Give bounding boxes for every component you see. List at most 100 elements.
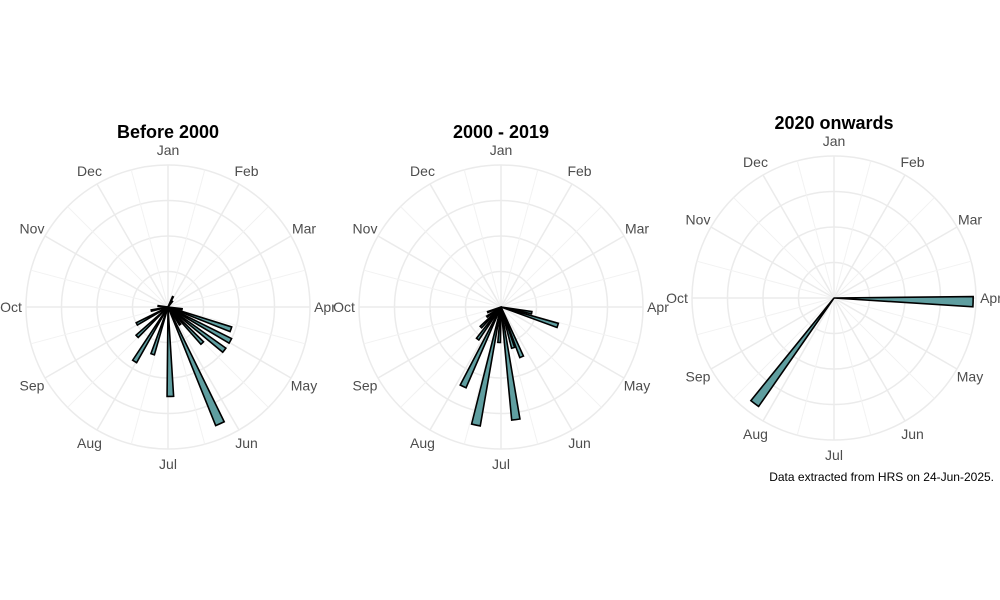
grid-spoke bbox=[96, 183, 169, 308]
grid-minor-spoke bbox=[400, 206, 502, 308]
month-label-nov: Nov bbox=[686, 212, 711, 228]
grid-minor-spoke bbox=[733, 297, 835, 399]
grid-minor-spoke bbox=[733, 197, 835, 299]
bar-wedge bbox=[500, 306, 560, 329]
bar-wedge bbox=[135, 306, 169, 327]
month-label-feb: Feb bbox=[900, 154, 924, 170]
bar-wedge bbox=[486, 306, 502, 314]
bar-wedge bbox=[459, 306, 502, 389]
bar-wedge bbox=[833, 295, 974, 308]
grid-minor-spoke bbox=[833, 197, 935, 299]
grid-minor-spoke bbox=[796, 297, 835, 436]
month-label-feb: Feb bbox=[234, 163, 258, 179]
grid-spoke bbox=[833, 297, 958, 370]
month-label-aug: Aug bbox=[77, 435, 102, 451]
panel-title: 2000 - 2019 bbox=[453, 122, 549, 142]
grid-spoke bbox=[167, 235, 292, 308]
bar-wedge bbox=[500, 306, 525, 359]
month-label-may: May bbox=[957, 369, 983, 385]
grid-minor-spoke bbox=[500, 306, 602, 408]
bar-wedge bbox=[167, 306, 227, 354]
month-label-aug: Aug bbox=[743, 426, 768, 442]
grid-spoke bbox=[833, 297, 906, 422]
month-label-sep: Sep bbox=[20, 378, 45, 394]
month-label-jul: Jul bbox=[492, 456, 510, 472]
bar-wedge bbox=[167, 300, 174, 308]
grid-spoke bbox=[167, 183, 240, 308]
grid-minor-spoke bbox=[696, 260, 835, 299]
grid-minor-spoke bbox=[67, 206, 169, 308]
grid-minor-spoke bbox=[463, 169, 502, 308]
grid-minor-spoke bbox=[833, 297, 872, 436]
grid-minor-spoke bbox=[167, 206, 269, 308]
bar-wedge bbox=[134, 306, 169, 339]
grid-minor-spoke bbox=[500, 169, 539, 308]
polar-panel-3: Jan Feb Mar Apr May Jun Jul Aug Sep Oct Nov Dec 2020… bbox=[666, 113, 1000, 463]
grid-spoke bbox=[710, 297, 835, 370]
month-label-jan: Jan bbox=[823, 133, 846, 149]
bar-wedge bbox=[131, 306, 169, 364]
panel-title: 2020 onwards bbox=[774, 113, 893, 133]
month-label-dec: Dec bbox=[77, 163, 102, 179]
bar-wedge bbox=[500, 306, 521, 421]
grid-spoke bbox=[500, 306, 625, 379]
grid-minor-spoke bbox=[500, 269, 639, 308]
grid-minor-spoke bbox=[167, 306, 306, 345]
bar-wedge bbox=[150, 306, 169, 313]
data-source-caption: Data extracted from HRS on 24-Jun-2025. bbox=[769, 470, 994, 484]
month-label-jun: Jun bbox=[568, 435, 591, 451]
bar-wedge bbox=[167, 306, 233, 345]
grid-spoke bbox=[762, 297, 835, 422]
month-label-nov: Nov bbox=[353, 221, 378, 237]
month-label-jul: Jul bbox=[825, 447, 843, 463]
month-label-feb: Feb bbox=[567, 163, 591, 179]
bar-wedge bbox=[500, 306, 516, 350]
grid-minor-spoke bbox=[833, 160, 872, 299]
month-label-jun: Jun bbox=[901, 426, 924, 442]
month-label-sep: Sep bbox=[353, 378, 378, 394]
month-label-jan: Jan bbox=[157, 142, 180, 158]
month-label-jun: Jun bbox=[235, 435, 258, 451]
grid-spoke bbox=[500, 306, 573, 431]
month-label-nov: Nov bbox=[20, 221, 45, 237]
month-label-apr: Apr bbox=[647, 299, 669, 315]
month-label-mar: Mar bbox=[292, 221, 316, 237]
polar-panel-2: Jan Feb Mar Apr May Jun Jul Aug Sep Oct Nov Dec 2000… bbox=[333, 122, 669, 472]
grid-spoke bbox=[500, 183, 573, 308]
bar-wedge bbox=[149, 306, 169, 356]
grid-spoke bbox=[833, 226, 958, 299]
month-label-oct: Oct bbox=[666, 290, 688, 306]
panel-title: Before 2000 bbox=[117, 122, 219, 142]
month-label-oct: Oct bbox=[333, 299, 355, 315]
grid-spoke bbox=[710, 226, 835, 299]
grid-minor-spoke bbox=[30, 306, 169, 345]
month-label-jan: Jan bbox=[490, 142, 513, 158]
bar-wedge bbox=[157, 304, 169, 308]
month-label-oct: Oct bbox=[0, 299, 22, 315]
grid-minor-spoke bbox=[833, 260, 972, 299]
grid-spoke bbox=[429, 306, 502, 431]
grid-spoke bbox=[500, 235, 625, 308]
month-label-apr: Apr bbox=[980, 290, 1000, 306]
grid-minor-spoke bbox=[696, 297, 835, 336]
bar-wedge bbox=[749, 297, 835, 408]
grid-minor-spoke bbox=[833, 297, 972, 336]
month-label-apr: Apr bbox=[314, 299, 336, 315]
grid-spoke bbox=[44, 235, 169, 308]
bar-wedge bbox=[470, 306, 502, 427]
grid-minor-spoke bbox=[167, 269, 306, 308]
grid-minor-spoke bbox=[167, 306, 206, 445]
grid-spoke bbox=[377, 235, 502, 308]
month-label-jul: Jul bbox=[159, 456, 177, 472]
month-label-may: May bbox=[624, 378, 650, 394]
bar-wedge bbox=[167, 306, 233, 333]
grid-spoke bbox=[429, 183, 502, 308]
month-label-mar: Mar bbox=[625, 221, 649, 237]
polar-panel-1: Jan Feb Mar Apr May Jun Jul Aug Sep Oct Nov Dec Befo… bbox=[0, 122, 336, 472]
month-label-aug: Aug bbox=[410, 435, 435, 451]
grid-minor-spoke bbox=[500, 206, 602, 308]
grid-spoke bbox=[762, 174, 835, 299]
grid-minor-spoke bbox=[30, 269, 169, 308]
bar-wedge bbox=[167, 306, 226, 427]
